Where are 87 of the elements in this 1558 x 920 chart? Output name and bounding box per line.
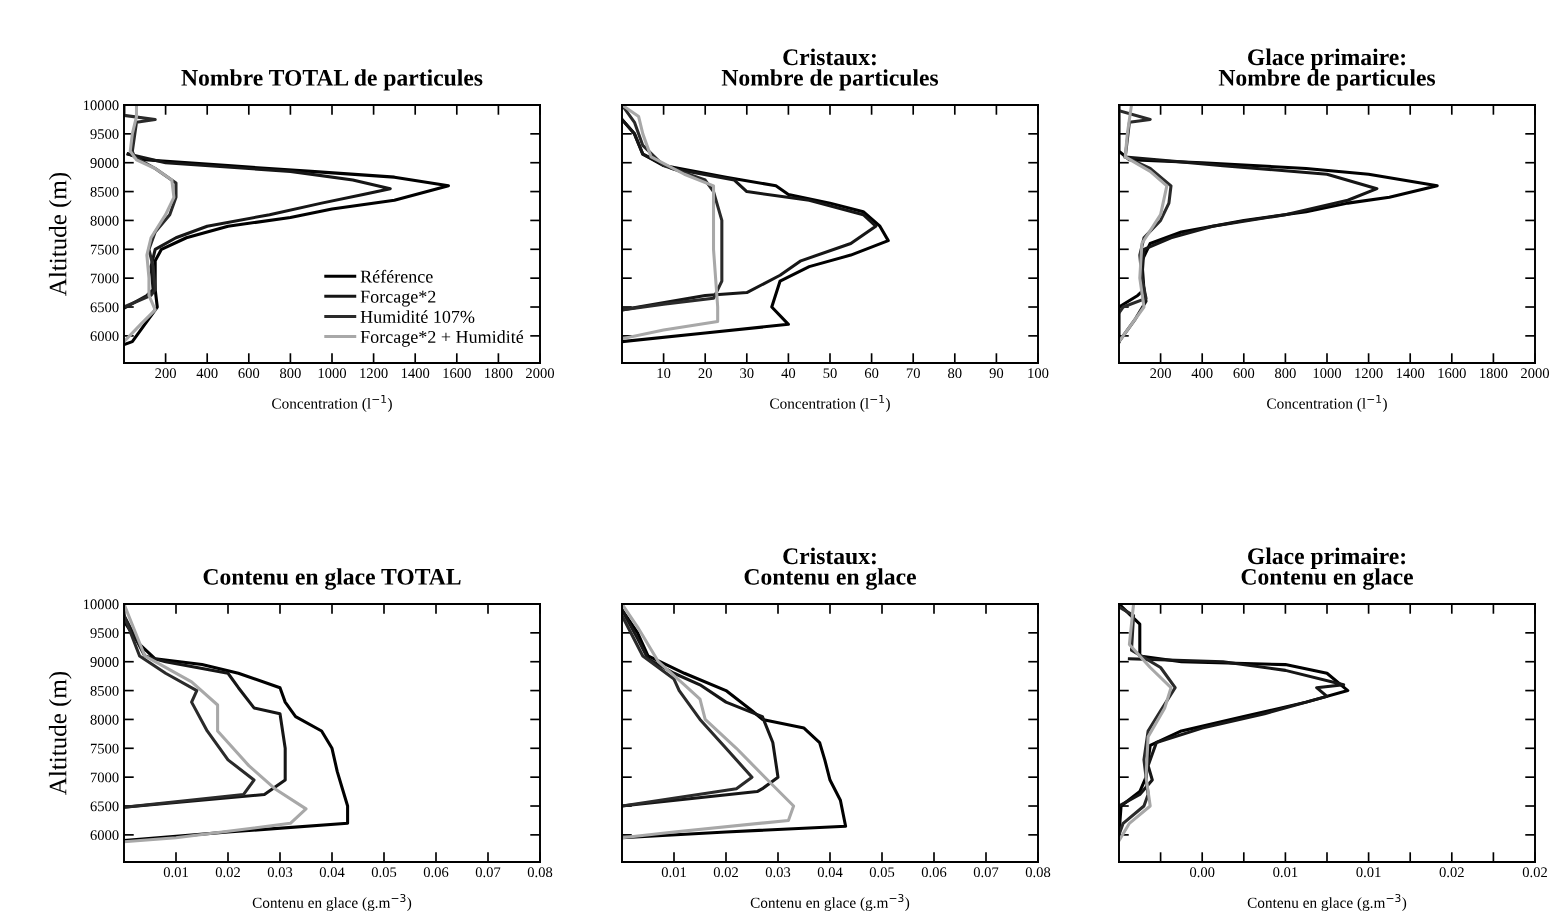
x-tick-label: 600 <box>238 368 260 379</box>
x-tick-label: 1800 <box>485 368 513 379</box>
chart-title: Contenu en glace TOTAL <box>203 568 461 590</box>
legend-label: Humidité 107% <box>360 310 475 323</box>
y-tick-label: 10000 <box>83 100 119 111</box>
y-tick-label: 6000 <box>90 331 119 342</box>
x-axis-title: Contenu en glace (g.m$^{−3}$) <box>750 893 910 912</box>
x-tick-label: 0.03 <box>765 867 791 878</box>
chart-title: Cristaux: Contenu en glace <box>744 547 916 590</box>
x-axis-title: Concentration (l$^{−1}$) <box>272 394 392 412</box>
x-tick-label: 1200 <box>360 368 388 379</box>
x-tick-label: 1800 <box>1480 368 1508 379</box>
x-tick-label: 70 <box>906 368 920 379</box>
y-tick-label: 8000 <box>90 714 119 725</box>
x-tick-label: 0.08 <box>527 867 553 878</box>
x-tick-label: 20 <box>698 368 712 379</box>
y-tick-label: 7000 <box>90 772 119 783</box>
y-tick-label: 8500 <box>90 186 119 197</box>
y-tick-label: 6500 <box>90 801 119 812</box>
x-tick-label: 0.04 <box>817 867 843 878</box>
y-axis-title: Altitude (m) <box>48 172 72 296</box>
x-tick-label: 90 <box>989 368 1004 379</box>
x-tick-label: 0.01 <box>1356 867 1381 878</box>
x-tick-label: 80 <box>948 368 962 379</box>
x-tick-label: 0.07 <box>475 867 501 878</box>
y-tick-label: 9500 <box>90 129 119 140</box>
chart-title: Glace primaire: Contenu en glace <box>1241 547 1413 590</box>
x-tick-label: 0.04 <box>319 867 345 878</box>
x-tick-label: 400 <box>196 368 218 379</box>
y-tick-label: 9000 <box>90 158 119 168</box>
x-tick-label: 30 <box>740 368 754 379</box>
x-tick-label: 400 <box>1191 368 1213 379</box>
x-tick-label: 2000 <box>1521 368 1550 379</box>
legend-label: Référence <box>360 269 433 283</box>
y-tick-label: 7000 <box>90 273 119 284</box>
x-tick-label: 1600 <box>443 368 471 379</box>
x-tick-label: 0.02 <box>1439 867 1464 878</box>
x-tick-label: 1200 <box>1355 368 1383 379</box>
x-tick-label: 60 <box>864 368 879 379</box>
x-tick-label: 40 <box>781 368 796 379</box>
x-tick-label: 0.00 <box>1190 867 1215 878</box>
y-tick-label: 10000 <box>83 599 119 610</box>
x-tick-label: 0.06 <box>423 867 449 878</box>
y-axis-title: Altitude (m) <box>48 671 72 795</box>
x-tick-label: 2000 <box>526 368 555 379</box>
y-tick-label: 6000 <box>90 830 119 841</box>
x-tick-label: 1000 <box>1313 368 1342 379</box>
x-axis-title: Contenu en glace (g.m$^{−3}$) <box>252 893 412 912</box>
x-tick-label: 0.02 <box>713 867 738 878</box>
x-tick-label: 0.07 <box>973 867 999 878</box>
legend-label: Forcage*2 + Humidité <box>360 330 524 347</box>
x-tick-label: 100 <box>1028 368 1049 379</box>
x-tick-label: 1400 <box>1396 368 1425 379</box>
legend-label: Forcage*2 <box>360 290 436 307</box>
x-tick-label: 800 <box>280 368 301 379</box>
y-tick-label: 9500 <box>90 628 119 639</box>
y-tick-label: 7500 <box>90 244 119 255</box>
x-tick-label: 10 <box>657 368 671 379</box>
y-tick-label: 6500 <box>90 302 119 313</box>
x-axis-title: Concentration (l$^{−1}$) <box>1267 394 1387 412</box>
x-tick-label: 0.08 <box>1025 867 1051 878</box>
chart-title: Glace primaire: Nombre de particules <box>1218 48 1436 91</box>
x-tick-label: 200 <box>1150 368 1171 379</box>
x-tick-label: 50 <box>823 368 837 379</box>
x-tick-label: 0.01 <box>1273 867 1298 878</box>
chart-title: Nombre TOTAL de particules <box>181 69 483 91</box>
y-tick-label: 9000 <box>90 657 119 667</box>
x-tick-label: 0.01 <box>163 867 188 878</box>
chart-title: Cristaux: Nombre de particules <box>721 48 939 91</box>
x-tick-label: 0.05 <box>371 867 397 878</box>
x-tick-label: 0.01 <box>661 867 686 878</box>
x-axis-title: Concentration (l$^{−1}$) <box>770 394 890 412</box>
y-tick-label: 8500 <box>90 685 119 696</box>
x-tick-label: 0.02 <box>1522 867 1547 878</box>
x-tick-label: 600 <box>1233 368 1255 379</box>
x-tick-label: 200 <box>155 368 176 379</box>
x-tick-label: 1000 <box>318 368 347 379</box>
x-tick-label: 1600 <box>1438 368 1466 379</box>
y-tick-label: 7500 <box>90 743 119 754</box>
y-tick-label: 8000 <box>90 215 119 226</box>
x-tick-label: 800 <box>1275 368 1296 379</box>
x-tick-label: 0.03 <box>267 867 293 878</box>
x-axis-title: Contenu en glace (g.m$^{−3}$) <box>1247 893 1407 912</box>
x-tick-label: 0.06 <box>921 867 947 878</box>
x-tick-label: 0.02 <box>215 867 240 878</box>
x-tick-label: 1400 <box>401 368 430 379</box>
x-tick-label: 0.05 <box>869 867 895 878</box>
